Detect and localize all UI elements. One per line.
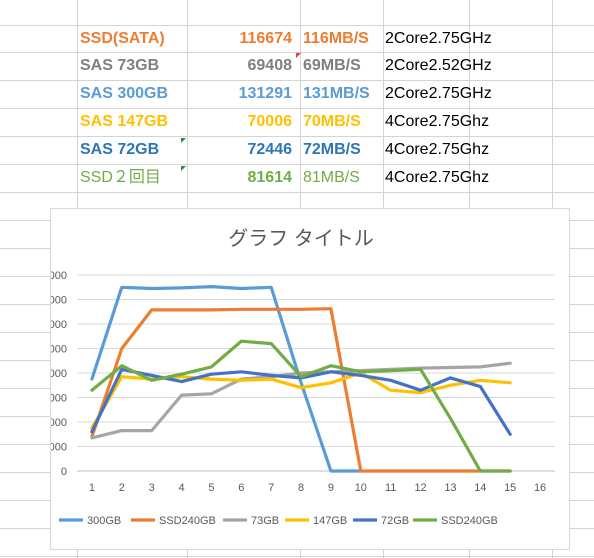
cell-cpu[interactable]: 4Core2.75Ghz xyxy=(385,113,490,130)
x-tick-label: 12 xyxy=(414,482,426,494)
x-tick-label: 7 xyxy=(268,482,274,494)
cell-speed[interactable]: 70MB/S xyxy=(303,113,361,130)
x-tick-label: 11 xyxy=(385,482,396,494)
cell-drive-name[interactable]: SSD２回目 xyxy=(80,169,161,186)
x-tick-label: 16 xyxy=(534,482,546,494)
legend-label-4: 72GB xyxy=(381,515,409,527)
cell-comment-indicator xyxy=(296,53,301,58)
y-tick-label: 100000 xyxy=(51,344,67,356)
legend-label-2: 73GB xyxy=(251,515,279,527)
x-tick-label: 10 xyxy=(355,482,367,494)
y-tick-label: 0 xyxy=(61,466,67,478)
cell-cpu[interactable]: 2Core2.52GHz xyxy=(385,57,492,74)
series-line-2 xyxy=(90,361,512,440)
cell-score[interactable]: 81614 xyxy=(247,169,293,186)
chart-svg: グラフ タイトル 0 20000 40000 60000 80000 100000 12000… xyxy=(51,227,555,527)
legend-label-0: 300GB xyxy=(87,515,121,527)
y-tick-label: 120000 xyxy=(51,319,67,331)
y-tick-label: 80000 xyxy=(51,368,67,380)
cell-speed[interactable]: 69MB/S xyxy=(303,57,361,74)
row-gridline xyxy=(0,192,594,193)
y-tick-label: 60000 xyxy=(51,393,67,405)
cell-cpu[interactable]: 4Core2.75Ghz xyxy=(385,169,490,186)
chart-title: グラフ タイトル xyxy=(228,227,374,250)
cell-score[interactable]: 70006 xyxy=(247,113,293,130)
x-tick-label: 15 xyxy=(504,482,516,494)
y-tick-label: 40000 xyxy=(51,417,67,429)
legend-label-3: 147GB xyxy=(313,515,347,527)
cell-speed[interactable]: 72MB/S xyxy=(303,141,361,158)
cell-speed[interactable]: 131MB/S xyxy=(303,85,370,102)
series-line-0 xyxy=(90,285,363,473)
series-line-1 xyxy=(90,307,512,473)
cell-speed[interactable]: 81MB/S xyxy=(303,169,360,186)
cell-drive-name[interactable]: SSD(SATA) xyxy=(80,30,165,47)
y-tick-label: 140000 xyxy=(51,295,67,307)
cell-comment-indicator xyxy=(181,166,186,171)
x-tick-label: 5 xyxy=(208,482,214,494)
row-gridline xyxy=(0,108,594,109)
x-tick-label: 3 xyxy=(149,482,155,494)
row-gridline xyxy=(0,556,594,557)
x-tick-label: 8 xyxy=(298,482,304,494)
cell-comment-indicator xyxy=(181,138,186,143)
x-tick-label: 1 xyxy=(89,482,95,494)
y-tick-label: 160000 xyxy=(51,270,67,282)
x-tick-label: 13 xyxy=(444,482,456,494)
row-gridline xyxy=(0,136,594,137)
cell-cpu[interactable]: 2Core2.75GHz xyxy=(385,85,492,102)
x-tick-label: 14 xyxy=(474,482,486,494)
legend-label-5: SSD240GB xyxy=(441,515,498,527)
row-gridline xyxy=(0,164,594,165)
x-tick-label: 4 xyxy=(179,482,185,494)
cell-cpu[interactable]: 4Core2.75Ghz xyxy=(385,141,490,158)
cell-score[interactable]: 131291 xyxy=(238,85,292,102)
row-gridline xyxy=(0,25,594,26)
cell-score[interactable]: 116674 xyxy=(239,30,292,47)
row-gridline xyxy=(0,80,594,81)
y-tick-label: 20000 xyxy=(51,442,67,454)
series-line-5 xyxy=(90,339,512,473)
x-tick-label: 6 xyxy=(238,482,244,494)
cell-drive-name[interactable]: SAS 73GB xyxy=(80,57,160,74)
cell-speed[interactable]: 116MB/S xyxy=(303,30,369,47)
cell-drive-name[interactable]: SAS 72GB xyxy=(80,141,160,158)
row-gridline xyxy=(0,52,594,53)
cell-score[interactable]: 69408 xyxy=(247,57,293,74)
x-tick-label: 9 xyxy=(328,482,334,494)
cell-score[interactable]: 72446 xyxy=(247,141,293,158)
cell-drive-name[interactable]: SAS 300GB xyxy=(80,85,169,102)
x-tick-label: 2 xyxy=(119,482,125,494)
legend-label-1: SSD240GB xyxy=(159,515,216,527)
cell-cpu[interactable]: 2Core2.75GHz xyxy=(385,30,492,47)
line-chart[interactable]: グラフ タイトル 0 20000 40000 60000 80000 100000 12000… xyxy=(50,208,570,550)
cell-drive-name[interactable]: SAS 147GB xyxy=(80,113,169,130)
